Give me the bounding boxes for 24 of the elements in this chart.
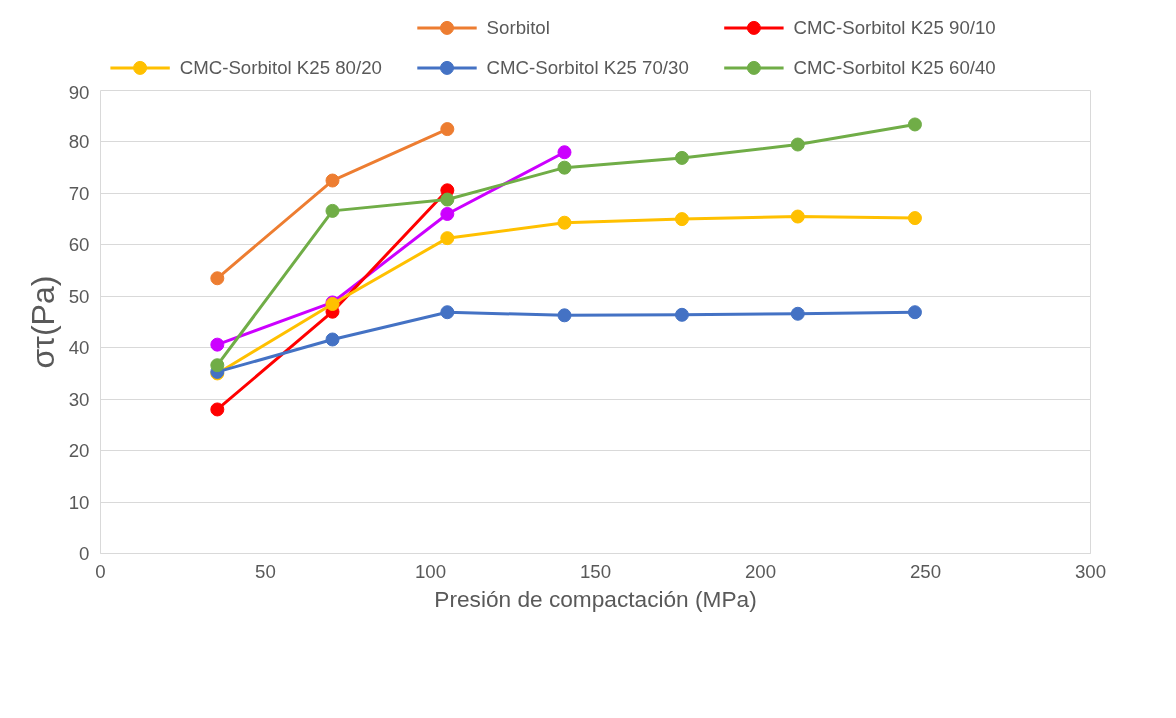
y-tick-label: 10 xyxy=(68,491,90,513)
legend-label: CMC-Sorbitol K25 70/30 xyxy=(486,57,689,79)
y-tick-label: 80 xyxy=(68,131,90,153)
x-tick-label: 0 xyxy=(95,560,106,582)
x-tick-label: 200 xyxy=(744,560,777,582)
y-tick-label: 20 xyxy=(68,440,90,462)
y-tick-label: 30 xyxy=(68,388,90,410)
y-tick-label: 40 xyxy=(68,337,90,359)
y-tick-label: 0 xyxy=(79,543,90,564)
y-tick-label: 90 xyxy=(68,81,90,103)
y-tick-label: 50 xyxy=(68,285,90,307)
y-tick-label: 60 xyxy=(68,234,90,256)
legend-label: Sorbitol xyxy=(486,17,550,39)
x-tick-label: 150 xyxy=(579,560,612,582)
x-tick-label: 300 xyxy=(1074,560,1107,582)
y-axis-title: στ(Pa) xyxy=(24,275,61,369)
legend-label: CMC-Sorbitol K25 60/40 xyxy=(793,57,996,79)
y-tick-label: 70 xyxy=(68,182,90,204)
x-axis-title: Presión de compactación (MPa) xyxy=(434,585,757,612)
legend-label: CMC-Sorbitol K25 90/10 xyxy=(793,17,996,39)
x-tick-label: 250 xyxy=(909,560,942,582)
legend-label: CMC-Sorbitol K25 80/20 xyxy=(179,57,382,79)
x-tick-label: 50 xyxy=(255,560,276,582)
x-tick-label: 100 xyxy=(414,560,447,582)
